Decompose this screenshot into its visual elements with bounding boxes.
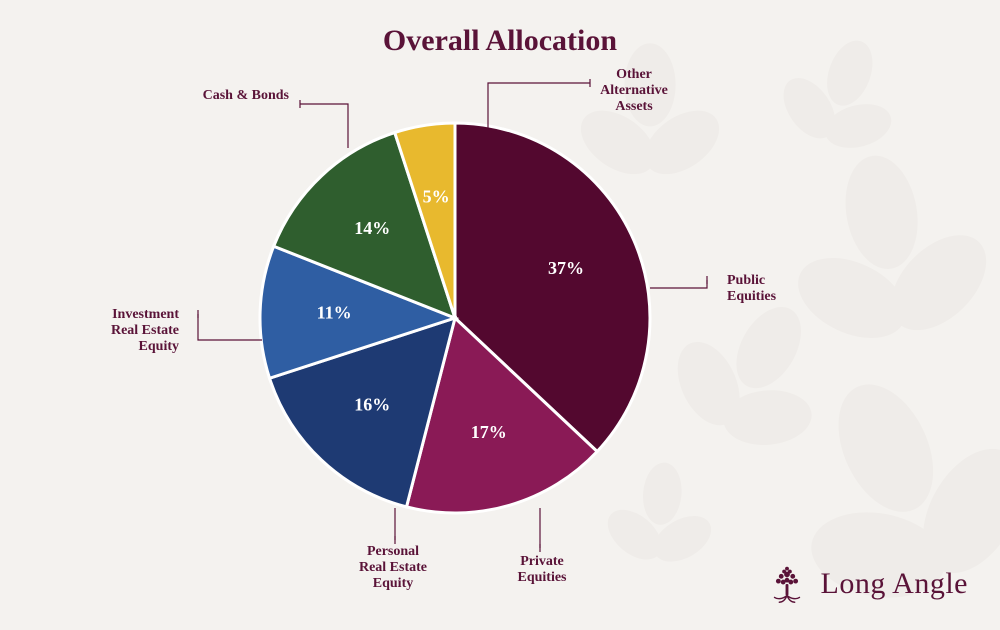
callout-label: PrivateEquities bbox=[517, 554, 567, 585]
callout-label: Cash & Bonds bbox=[203, 88, 290, 103]
callout-line bbox=[488, 83, 590, 128]
callout-line bbox=[300, 104, 348, 148]
brand: Long Angle bbox=[763, 560, 969, 608]
slice-value-label: 16% bbox=[354, 394, 390, 414]
callout-label: PublicEquities bbox=[727, 273, 777, 304]
brand-name: Long Angle bbox=[821, 567, 969, 601]
slice-value-label: 17% bbox=[471, 422, 507, 442]
callout-line bbox=[198, 314, 262, 340]
slice-value-label: 14% bbox=[354, 218, 390, 238]
callout-label: OtherAlternativeAssets bbox=[600, 67, 668, 114]
pie-chart: 37% 17% 16% 11% 14% 5% PublicEquities PrivateE… bbox=[0, 0, 1000, 630]
callout-label: PersonalReal EstateEquity bbox=[359, 544, 427, 591]
slice-value-label: 11% bbox=[317, 302, 352, 322]
tree-logo-icon bbox=[763, 560, 811, 608]
callout-line bbox=[650, 280, 707, 288]
callout-label: InvestmentReal EstateEquity bbox=[111, 307, 179, 354]
slice-value-label: 37% bbox=[548, 258, 584, 278]
slice-value-label: 5% bbox=[423, 187, 450, 207]
